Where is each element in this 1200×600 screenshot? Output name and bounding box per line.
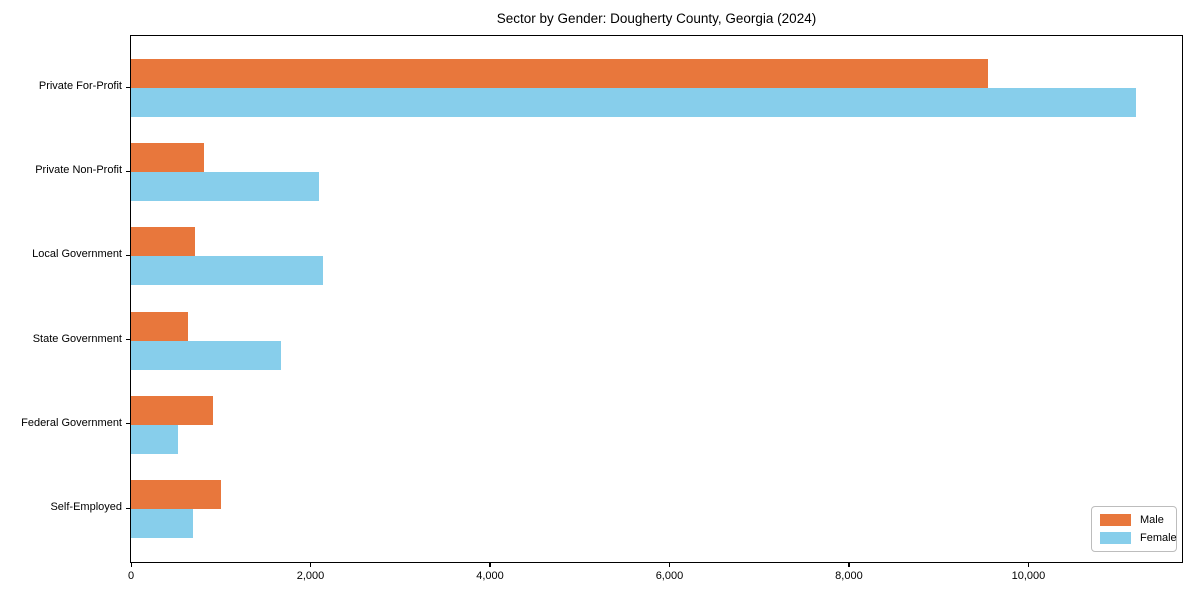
bar-female-state-government <box>131 340 281 370</box>
y-tick-label: Private Non-Profit <box>35 164 122 177</box>
x-tick-label: 10,000 <box>1011 570 1046 582</box>
x-tick-mark <box>848 563 850 567</box>
bar-male-private-non-profit <box>131 143 204 173</box>
male-color-swatch <box>1100 514 1131 526</box>
y-tick-mark <box>126 86 130 88</box>
bar-male-state-government <box>131 311 188 341</box>
y-tick-label: Local Government <box>32 248 122 261</box>
legend: Male Female <box>1091 506 1177 552</box>
x-tick-mark <box>668 563 671 567</box>
bar-female-federal-government <box>131 424 178 454</box>
x-tick-mark <box>309 563 312 567</box>
y-tick-mark <box>126 507 130 509</box>
bar-female-local-government <box>131 256 323 286</box>
y-tick-mark <box>126 423 130 425</box>
plot-area <box>130 35 1183 563</box>
legend-label-female: Female <box>1140 532 1177 544</box>
x-tick-label: 2,000 <box>296 570 325 582</box>
x-tick-label: 4,000 <box>476 570 504 582</box>
y-tick-mark <box>126 170 130 172</box>
legend-item-female: Female <box>1100 531 1177 545</box>
bar-female-self-employed <box>131 509 193 538</box>
chart-title: Sector by Gender: Dougherty County, Geor… <box>496 11 817 26</box>
bar-male-local-government <box>131 227 195 257</box>
x-tick-label: 0 <box>127 570 135 582</box>
bar-female-private-for-profit <box>131 88 1136 117</box>
x-tick-mark <box>489 563 491 567</box>
y-tick-mark <box>126 339 130 341</box>
x-tick-label: 6,000 <box>655 570 684 582</box>
bar-male-self-employed <box>131 480 221 509</box>
legend-label-male: Male <box>1140 514 1164 526</box>
y-tick-label: Self-Employed <box>50 501 122 513</box>
bar-female-private-non-profit <box>131 172 319 202</box>
x-tick-mark <box>1027 563 1030 567</box>
y-tick-label: Private For-Profit <box>38 80 122 92</box>
y-tick-label: Federal Government <box>21 416 122 429</box>
bar-male-private-for-profit <box>131 59 988 88</box>
x-tick-mark <box>130 563 132 567</box>
legend-item-male: Male <box>1100 513 1168 527</box>
female-color-swatch <box>1100 532 1131 544</box>
bar-male-federal-government <box>131 395 213 425</box>
y-tick-label: State Government <box>32 332 122 345</box>
y-tick-mark <box>126 254 130 257</box>
x-tick-label: 8,000 <box>835 570 863 582</box>
